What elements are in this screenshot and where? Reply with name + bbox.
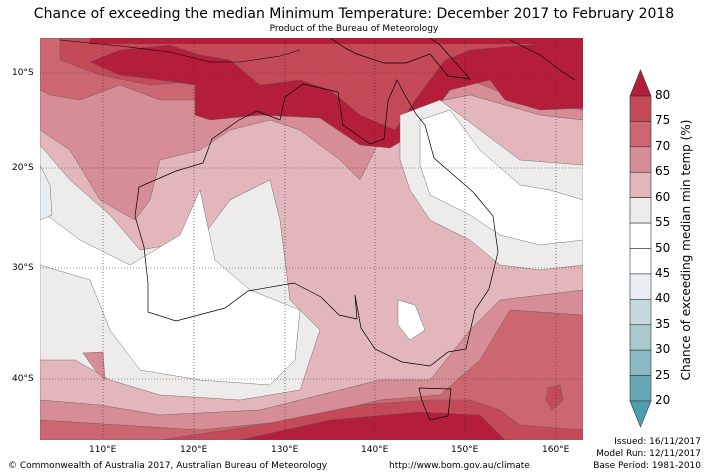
colorbar-segment	[629, 95, 652, 122]
new-guinea-coastline	[329, 38, 471, 80]
colorbar-segment	[629, 349, 652, 376]
colorbar-segment	[629, 197, 652, 224]
colorbar-tick-label: 55	[655, 215, 671, 230]
contour-65-70-patch	[82, 351, 106, 381]
colorbar-tick-label: 25	[655, 367, 671, 382]
colorbar-tick-label: 20	[655, 393, 671, 407]
contour-40-45-west	[40, 164, 53, 221]
lon-label: 130°E	[271, 445, 299, 455]
colorbar-tick-label: 80	[655, 88, 671, 102]
lat-label: 10°S	[12, 68, 34, 78]
colorbar-tick-label: 50	[655, 240, 671, 255]
issued-date: Issued: 16/11/2017	[614, 437, 701, 447]
colorbar-lower-extension	[629, 400, 652, 428]
lat-label: 40°S	[12, 374, 34, 384]
base-period: Base Period: 1981-2010	[593, 461, 701, 471]
colorbar-tick-label: 45	[655, 265, 671, 280]
colorbar-tick-label: 65	[655, 164, 671, 179]
contour-above-80-south	[239, 411, 506, 440]
colorbar-tick-label: 60	[655, 189, 671, 204]
contour-45-55-west	[40, 189, 301, 386]
lon-label: 110°E	[89, 445, 117, 455]
colorbar-upper-extension	[629, 69, 652, 97]
colorbar-tick-label: 75	[655, 113, 671, 128]
tasmania-coastline	[418, 387, 452, 421]
indonesia-coastline	[59, 39, 576, 81]
url-link[interactable]: http://www.bom.gov.au/climate	[389, 461, 530, 471]
colorbar-tick-label: 70	[655, 138, 671, 153]
lat-label: 20°S	[12, 163, 34, 173]
colorbar-segment	[629, 299, 652, 326]
lon-label: 140°E	[361, 445, 389, 455]
contour-45-55-tasman	[397, 299, 426, 341]
map-subtitle: Product of the Bureau of Meteorology	[269, 24, 439, 34]
lon-label: 120°E	[180, 445, 208, 455]
colorbar-segment	[629, 273, 652, 300]
contour-45-55-east	[419, 109, 583, 246]
australia-coastline	[134, 79, 499, 367]
colorbar-segment	[629, 324, 652, 351]
lon-label: 160°E	[542, 445, 570, 455]
colorbar-segment	[629, 121, 652, 148]
colorbar-tick-label: 35	[655, 316, 671, 331]
lat-label: 30°S	[12, 263, 34, 273]
colorbar-segment	[629, 375, 652, 402]
copyright: © Commonwealth of Australia 2017, Austra…	[8, 461, 328, 471]
colorbar-segment	[629, 171, 652, 198]
model-run-date: Model Run: 12/11/2017	[596, 449, 701, 459]
colorbar-segment	[629, 222, 652, 249]
lon-label: 150°E	[451, 445, 479, 455]
contour-75-80-patch	[545, 384, 564, 411]
colorbar-title: Chance of exceeding median min temp (%)	[679, 119, 693, 381]
colorbar-segment	[629, 248, 652, 275]
colorbar	[629, 69, 652, 428]
colorbar-segment	[629, 146, 652, 173]
colorbar-tick-label: 40	[655, 291, 671, 306]
map-title: Chance of exceeding the median Minimum T…	[33, 6, 675, 22]
graticule	[40, 38, 583, 440]
colorbar-tick-label: 30	[655, 342, 671, 357]
